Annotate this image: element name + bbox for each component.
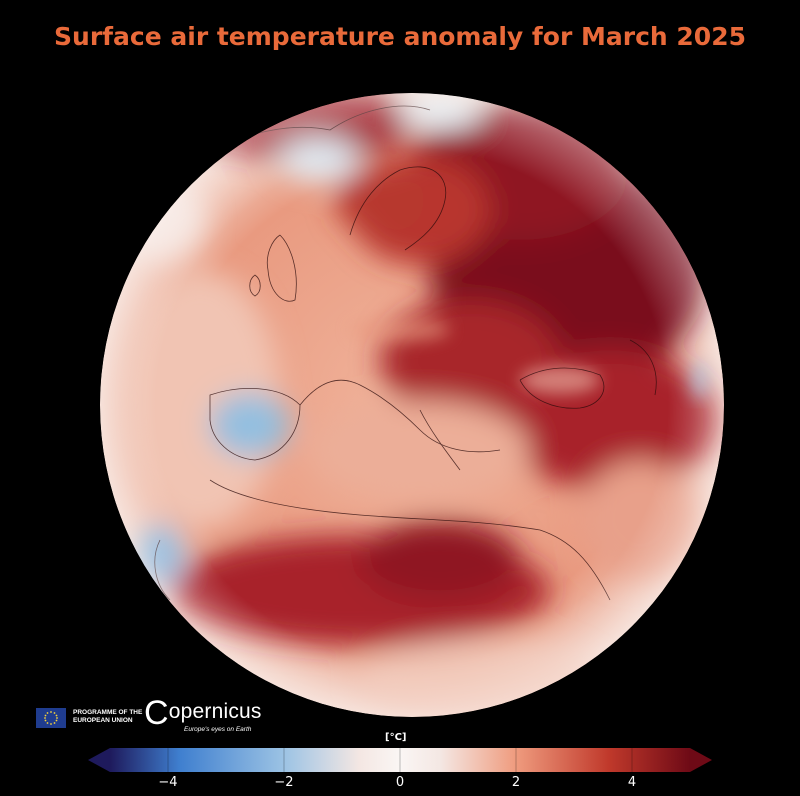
colorbar-extend-left bbox=[88, 748, 110, 772]
copernicus-logo-icon: Copernicus bbox=[144, 694, 262, 733]
eu-line-1: PROGRAMME OF THE bbox=[73, 709, 143, 716]
colorbar-extend-right bbox=[690, 748, 712, 772]
eu-line-2: EUROPEAN UNION bbox=[73, 717, 133, 724]
colorbar-tick-label: 0 bbox=[395, 775, 405, 790]
globe-anomaly-field bbox=[100, 93, 724, 717]
colorbar-tick-label: 2 bbox=[511, 775, 521, 790]
colorbar-gradient bbox=[110, 748, 690, 772]
colorbar-tick-label: 4 bbox=[627, 775, 637, 790]
copernicus-logo-initial: C bbox=[144, 694, 169, 732]
map-title: Surface air temperature anomaly for Marc… bbox=[54, 22, 746, 51]
colorbar bbox=[88, 748, 712, 772]
copernicus-logo-text: opernicus bbox=[168, 700, 262, 723]
branding: PROGRAMME OF THE EUROPEAN UNION Copernic… bbox=[36, 694, 276, 740]
colorbar-unit: [°C] bbox=[385, 732, 407, 743]
colorbar-tick-label: −2 bbox=[274, 775, 294, 790]
colorbar-tick-label: −4 bbox=[158, 775, 178, 790]
eu-programme-text: PROGRAMME OF THE EUROPEAN UNION bbox=[73, 709, 143, 725]
copernicus-tagline: Europe's eyes on Earth bbox=[184, 726, 252, 733]
eu-flag-icon bbox=[36, 708, 66, 728]
